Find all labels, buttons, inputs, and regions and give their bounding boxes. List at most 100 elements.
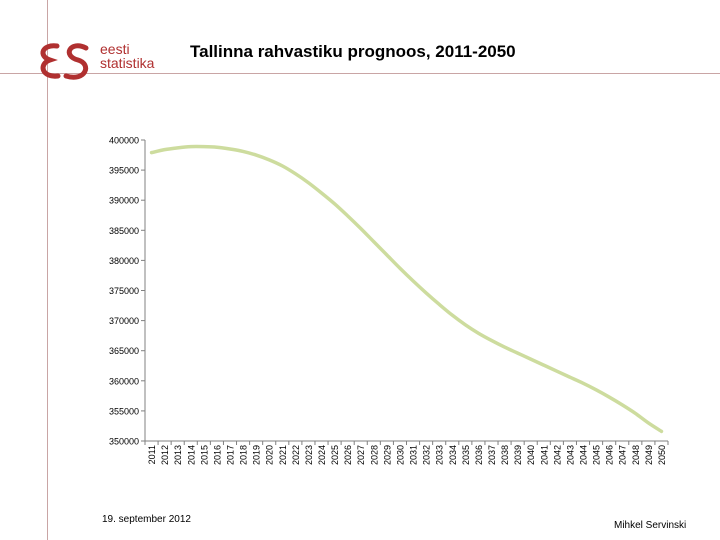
slide-date: 19. september 2012	[102, 514, 191, 525]
x-tick-label: 2031	[409, 445, 419, 465]
x-tick-label: 2039	[513, 445, 523, 465]
data-point	[424, 291, 428, 295]
data-point	[372, 240, 376, 243]
x-tick-label: 2011	[147, 445, 157, 464]
x-tick-label: 2050	[657, 445, 667, 465]
y-tick-label: 400000	[109, 136, 139, 146]
series-line	[149, 144, 664, 434]
x-tick-labels: 2011 2012 2013 2014 2015 2016 2017 2018 2019 2020…	[144, 441, 669, 465]
x-tick-label: 2040	[526, 445, 536, 465]
vertical-divider-line	[47, 0, 48, 540]
data-point	[163, 148, 166, 151]
y-tick-label: 355000	[109, 406, 139, 416]
x-tick-label: 2024	[317, 445, 327, 465]
data-point	[398, 267, 402, 270]
x-tick-label: 2013	[173, 445, 183, 465]
data-point	[241, 150, 245, 153]
data-point	[477, 332, 480, 335]
x-tick-label: 2033	[435, 445, 445, 465]
data-point	[268, 158, 271, 162]
data-point	[294, 172, 297, 175]
x-tick-label: 2023	[304, 445, 314, 465]
x-tick-label: 2045	[592, 445, 602, 465]
y-tick-label: 370000	[109, 316, 139, 326]
x-tick-label: 2034	[448, 445, 458, 465]
x-tick-label: 2032	[422, 445, 432, 465]
x-tick-label: 2043	[565, 445, 575, 465]
x-tick-label: 2049	[644, 445, 654, 465]
data-point	[503, 345, 506, 349]
data-point	[621, 403, 624, 407]
x-tick-label: 2042	[552, 445, 562, 465]
data-point	[529, 357, 532, 361]
data-point	[359, 227, 362, 230]
data-point	[490, 339, 493, 342]
logo-text-line2: statistika	[100, 55, 155, 71]
data-point	[385, 253, 389, 257]
data-point	[228, 147, 232, 151]
data-point	[568, 375, 572, 379]
x-tick-label: 2021	[278, 445, 288, 465]
x-tick-label: 2014	[186, 445, 196, 465]
x-tick-label: 2047	[618, 445, 628, 465]
data-point	[555, 369, 559, 373]
data-point	[451, 313, 454, 317]
x-tick-label: 2028	[369, 445, 379, 465]
y-tick-label: 360000	[109, 376, 139, 386]
data-point	[660, 430, 663, 433]
logo-monogram	[40, 43, 89, 80]
data-point	[647, 421, 650, 425]
x-tick-label: 2016	[212, 445, 222, 465]
data-point	[437, 303, 441, 306]
x-tick-label: 2026	[343, 445, 353, 465]
x-tick-label: 2041	[539, 445, 549, 465]
x-tick-label: 2044	[579, 445, 589, 465]
x-tick-label: 2022	[291, 445, 301, 465]
x-tick-label: 2015	[199, 445, 209, 465]
y-tick-label: 385000	[109, 226, 139, 236]
logo: eesti statistika	[40, 41, 155, 80]
x-tick-label: 2020	[265, 445, 275, 465]
data-point	[150, 151, 153, 154]
chart-axes	[144, 140, 668, 442]
x-tick-label: 2018	[239, 445, 249, 465]
data-point	[607, 395, 611, 399]
data-point	[307, 181, 310, 184]
data-point	[202, 145, 206, 148]
data-point	[411, 279, 415, 283]
data-point	[333, 202, 336, 206]
data-point	[542, 363, 545, 367]
logo-text-line1: eesti	[100, 41, 130, 57]
data-point	[215, 146, 219, 149]
chart-title: Tallinna rahvastiku prognoos, 2011-2050	[190, 42, 516, 61]
y-tick-label: 395000	[109, 166, 139, 176]
data-point	[189, 145, 192, 148]
x-tick-label: 2038	[500, 445, 510, 465]
data-point	[464, 323, 467, 327]
data-point	[320, 191, 323, 195]
x-tick-label: 2030	[395, 445, 405, 465]
series-group	[149, 144, 664, 434]
data-point	[346, 214, 349, 218]
data-point	[516, 351, 519, 355]
horizontal-divider-line	[0, 73, 720, 74]
x-tick-label: 2017	[225, 445, 235, 465]
y-tick-label: 380000	[109, 256, 139, 266]
y-tick-labels: 350000 355000 360000 365000 370000 375000 3800…	[109, 136, 145, 447]
x-tick-label: 2019	[252, 445, 262, 465]
data-point	[281, 164, 284, 168]
x-tick-label: 2048	[631, 445, 641, 465]
x-tick-label: 2036	[474, 445, 484, 465]
x-tick-label: 2025	[330, 445, 340, 465]
x-tick-label: 2029	[382, 445, 392, 465]
data-point	[594, 388, 598, 392]
x-tick-label: 2037	[487, 445, 497, 465]
data-point	[581, 382, 585, 385]
data-point	[254, 153, 258, 157]
x-tick-label: 2012	[160, 445, 170, 465]
data-point	[634, 412, 637, 415]
slide-author: Mihkel Servinski	[614, 520, 687, 531]
x-tick-label: 2046	[605, 445, 615, 465]
data-point	[176, 146, 179, 150]
